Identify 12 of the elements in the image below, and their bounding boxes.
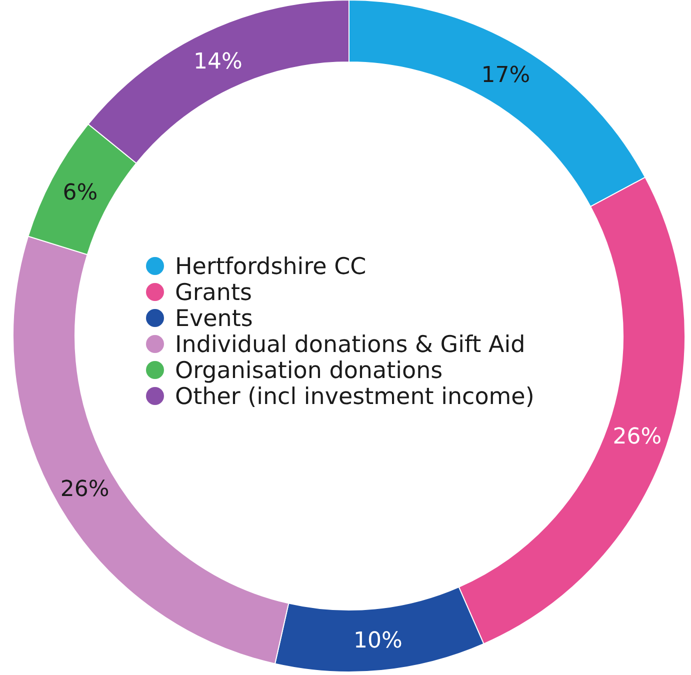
- data-label: 17%: [481, 63, 530, 88]
- data-label: 6%: [62, 180, 98, 206]
- data-label: 14%: [193, 49, 242, 74]
- legend-label: Events: [175, 306, 253, 332]
- legend-label: Other (incl investment income): [175, 384, 534, 410]
- data-label: 26%: [60, 477, 110, 502]
- legend-label: Hertfordshire CC: [175, 254, 366, 280]
- data-label: 26%: [612, 424, 662, 450]
- legend-label: Organisation donations: [175, 358, 443, 384]
- legend-label: Grants: [175, 280, 252, 306]
- legend-label: Individual donations & Gift Aid: [175, 332, 526, 358]
- data-label: 10%: [354, 628, 402, 654]
